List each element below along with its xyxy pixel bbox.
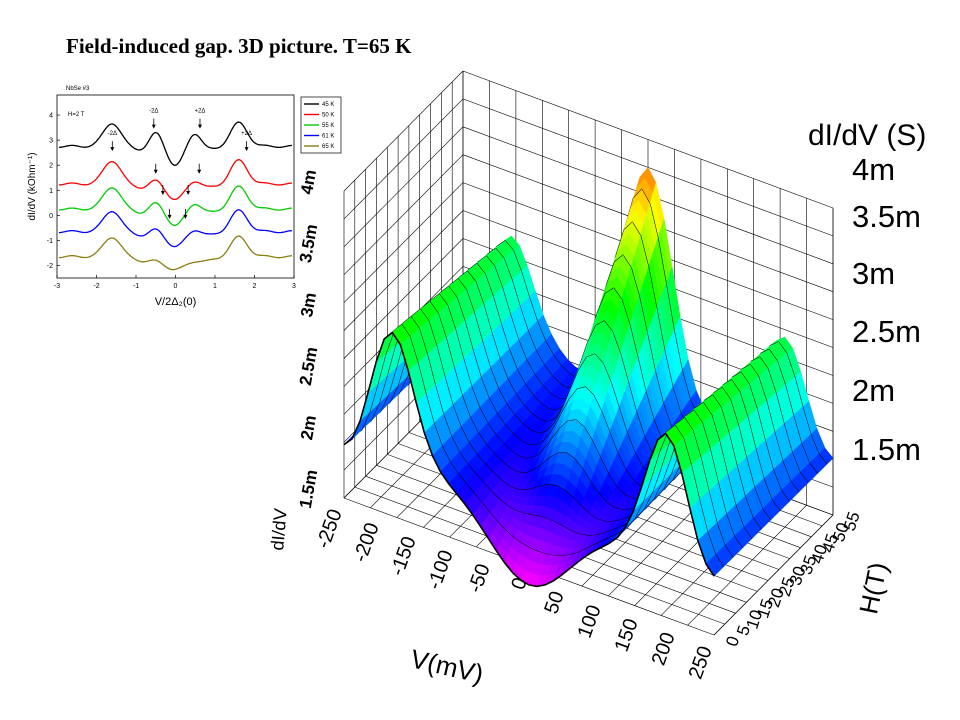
- inset-gap-arrowhead: [151, 124, 156, 129]
- inset-x-tick-label: 0: [174, 283, 178, 290]
- z-tick-label-left: 3m: [297, 291, 320, 319]
- x-tick-label: -250: [312, 506, 346, 551]
- z-tick-label-right: 1.5m: [852, 432, 921, 467]
- slide-title: Field-induced gap. 3D picture. T=65 K: [66, 34, 412, 58]
- inset-x-tick-label: 2: [253, 283, 257, 290]
- back-wall-grid-line: [462, 70, 834, 209]
- y-tick-label: 0: [722, 634, 743, 649]
- inset-legend-label: 50 K: [322, 113, 334, 119]
- left-wall-grid-line: [343, 98, 464, 220]
- inset-x-tick-label: 1: [213, 283, 217, 290]
- z-tick-label-left: 2m: [297, 414, 320, 442]
- inset-gap-arrowhead: [160, 191, 165, 196]
- inset-gap-arrowhead: [153, 169, 158, 174]
- inset-y-tick-label: -2: [47, 263, 53, 270]
- y-tick-label: 35: [797, 553, 821, 577]
- inset-legend-label: 45 K: [322, 102, 334, 108]
- inset-series-line: [59, 209, 293, 248]
- inset-gap-arrowhead: [197, 169, 202, 174]
- z-tick-label-left: 3.5m: [296, 223, 321, 264]
- inset-legend-label: 61 K: [322, 134, 334, 140]
- floor-grid-line: [581, 465, 702, 587]
- right-edge-line: [713, 208, 834, 636]
- inset-gap-label: +2Δ: [195, 109, 206, 115]
- z-tick-label-left: 2.5m: [296, 346, 321, 387]
- inset-x-tick-label: -1: [133, 283, 139, 290]
- y-tick-label: 45: [818, 531, 842, 555]
- z-tick-label-right: 3.5m: [852, 199, 921, 234]
- inset-series-line: [58, 121, 293, 166]
- floor-grid-line: [687, 504, 807, 626]
- y-tick-label: 25: [775, 575, 799, 599]
- x-tick-label: -150: [386, 534, 420, 579]
- inset-x-tick-label: -3: [54, 283, 60, 290]
- y-tick-label: 50: [829, 520, 853, 544]
- inset-title: NbSe #3: [66, 86, 90, 92]
- z-tick-label-left: 1.5m: [296, 468, 321, 509]
- inset-gap-label: +2Δ: [241, 131, 252, 137]
- z-tick-label-right: 2m: [852, 373, 895, 408]
- left-wall-grid-line: [343, 154, 464, 275]
- y-tick-label: 20: [764, 586, 788, 610]
- y-tick-label: 30: [786, 564, 810, 588]
- inset-y-tick-label: 4: [49, 113, 53, 120]
- inset-gap-arrowhead: [186, 191, 191, 196]
- x-tick-label: 200: [648, 629, 680, 668]
- surface-profile-line: [343, 331, 715, 588]
- inset-legend-label: 55 K: [322, 123, 334, 129]
- inset-gap-arrowhead: [183, 214, 188, 219]
- inset-y-axis-label: dI/dV (kOhm⁻¹): [27, 152, 38, 220]
- inset-series-line: [58, 185, 292, 226]
- x-axis-label: V(mV): [408, 643, 487, 689]
- x-tick-label: 250: [685, 643, 717, 682]
- x-tick-label: 150: [611, 616, 643, 655]
- y-tick-label: 15: [753, 597, 777, 621]
- inset-y-tick-label: -1: [47, 238, 53, 245]
- x-tick-label: 100: [574, 602, 606, 641]
- left-wall-grid-line: [343, 70, 464, 192]
- inset-x-tick-label: 3: [292, 283, 296, 290]
- inset-series-line: [58, 235, 293, 271]
- z-tick-label-right: 2.5m: [852, 314, 921, 349]
- inset-gap-label: -2Δ: [149, 109, 158, 115]
- z-axis-title: dI/dV (S): [808, 119, 926, 152]
- inset-y-tick-label: 1: [49, 188, 53, 195]
- inset-gap-arrowhead: [244, 147, 249, 152]
- y-tick-label: 10: [742, 608, 766, 632]
- inset-y-tick-label: 2: [49, 163, 53, 170]
- x-tick-label: 50: [540, 588, 568, 616]
- inset-gap-arrowhead: [167, 214, 172, 219]
- left-wall-grid-line: [343, 126, 464, 248]
- x-tick-label: -200: [349, 520, 383, 565]
- x-tick-label: -100: [423, 547, 457, 592]
- z-tick-label-left: 4m: [297, 168, 320, 196]
- inset-gap-label: -2Δ: [108, 131, 117, 137]
- inset-gap-arrowhead: [197, 124, 202, 129]
- left-wall-grid-line: [343, 238, 464, 359]
- inset-x-tick-label: -2: [93, 283, 99, 290]
- y-tick-label: 40: [807, 542, 831, 566]
- x-tick-label: -50: [464, 561, 495, 596]
- inset-field-annotation: H=2 T: [68, 112, 85, 118]
- z-tick-label-right: 4m: [852, 152, 895, 187]
- z-tick-label-right: 3m: [852, 256, 895, 291]
- inset-y-tick-label: 0: [49, 213, 53, 220]
- y-tick-label: 55: [840, 509, 864, 533]
- inset-series-line: [58, 159, 293, 201]
- inset-x-axis-label: V/2Δ₂(0): [155, 296, 197, 308]
- inset-legend-label: 65 K: [322, 144, 334, 150]
- z-axis-label-left: dI/dV: [267, 508, 291, 552]
- left-wall-grid-line: [343, 182, 464, 303]
- left-wall-grid-line: [343, 210, 464, 331]
- y-axis-label: H(T): [853, 560, 893, 617]
- inset-y-tick-label: 3: [49, 138, 53, 145]
- inset-gap-arrowhead: [110, 147, 115, 152]
